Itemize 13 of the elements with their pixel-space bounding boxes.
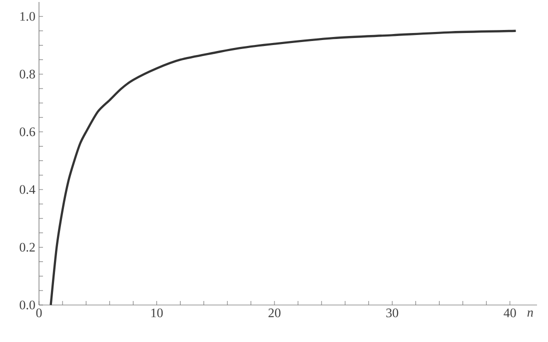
x-tick-label: 10 xyxy=(151,308,163,318)
y-tick-label: 0.4 xyxy=(20,185,36,194)
y-tick-label: 1.0 xyxy=(20,12,35,21)
line-series xyxy=(50,30,517,306)
y-tick-label: 0.0 xyxy=(20,300,35,310)
x-tick-label: 40 xyxy=(504,308,516,318)
y-tick-label: 0.2 xyxy=(20,242,35,252)
x-axis-title: n xyxy=(527,310,533,317)
x-tick-label: 0 xyxy=(36,308,42,318)
x-tick-label: 30 xyxy=(386,308,398,318)
y-tick-label: 0.6 xyxy=(20,127,36,136)
x-tick-label: 20 xyxy=(268,308,280,318)
y-tick-label: 0.8 xyxy=(20,70,35,79)
